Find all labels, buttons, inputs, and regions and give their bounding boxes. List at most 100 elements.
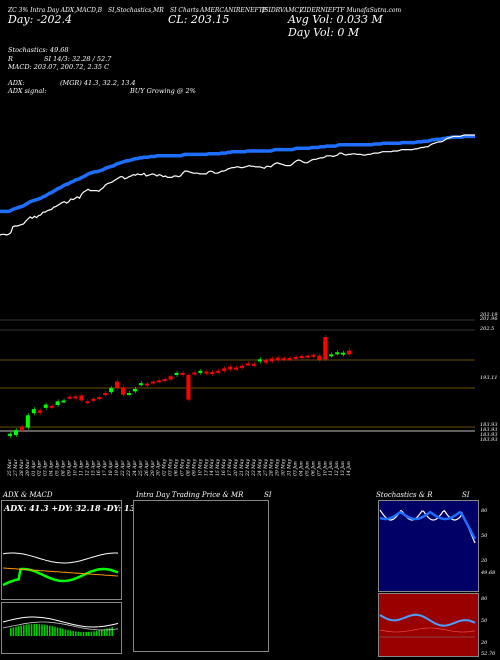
date-label: 28 Mar xyxy=(19,459,25,477)
macd-histogram-bar xyxy=(98,630,100,636)
date-label: 09 Apr xyxy=(67,460,73,476)
candle xyxy=(341,352,346,355)
candle xyxy=(162,379,167,382)
header-line1-left: ZC 3% Intra Day ADX,MACD,B xyxy=(8,7,103,14)
macd-histogram-bar xyxy=(41,624,43,636)
adx-panel: ADX: 41.3 +DY: 32.18 -DY: 13.37 xyxy=(1,500,149,600)
day-change: Day: -202.4 xyxy=(8,13,73,26)
macd-histogram-bar xyxy=(17,626,20,636)
macd-histogram-bar xyxy=(10,628,12,636)
date-label: 24 Apr xyxy=(132,460,138,477)
candle xyxy=(293,356,298,359)
adx-readout: ADX: 41.3 +DY: 32.18 -DY: 13.37 xyxy=(4,503,150,513)
macd-histogram-bar xyxy=(90,631,93,636)
candle xyxy=(91,398,96,401)
date-label: 25 Apr xyxy=(138,460,144,477)
candle xyxy=(186,374,191,400)
candle xyxy=(335,352,340,355)
price-axis-label: 202.19 xyxy=(479,312,498,318)
date-label: 03 Apr xyxy=(43,460,49,476)
adx-line xyxy=(2,567,119,587)
date-label: 30 May xyxy=(281,459,287,476)
date-label: 17 May xyxy=(227,459,233,476)
date-label: 03 May xyxy=(168,459,174,476)
candle xyxy=(156,380,161,383)
candle xyxy=(126,393,131,396)
intraday-title: Intra Day Trading Price & MR xyxy=(136,491,244,499)
date-label: 27 Mar xyxy=(13,459,19,477)
rsi-ref-line xyxy=(379,627,476,633)
date-label: 22 May xyxy=(245,459,251,477)
date-label: 28 May xyxy=(269,459,275,477)
macd-histogram-bar xyxy=(67,630,69,636)
candle xyxy=(79,395,84,401)
date-label: 12 Jun xyxy=(334,461,340,476)
candle xyxy=(49,405,54,408)
date-label: 16 May xyxy=(221,459,227,476)
intraday-panel xyxy=(133,500,269,652)
date-label: 25 Mar xyxy=(7,459,13,477)
day-volume: Day Vol: 0 M xyxy=(288,26,360,39)
candle xyxy=(25,415,30,428)
candle xyxy=(323,337,328,360)
candle xyxy=(115,381,120,389)
date-label: 22 Apr xyxy=(120,460,126,477)
date-label: 04 Jun xyxy=(299,461,305,476)
rsi-tick-label: 20 xyxy=(480,640,488,646)
stoch-tick-label: 80 xyxy=(481,508,488,514)
candle xyxy=(180,372,185,375)
date-label: 21 May xyxy=(239,459,245,477)
date-label: 01 Apr xyxy=(31,460,37,476)
rsi-tick-label: 50 xyxy=(481,618,488,624)
candle xyxy=(97,397,102,400)
date-label: 04 Apr xyxy=(49,460,55,476)
stoch-k-line xyxy=(379,509,476,544)
price-axis-label: 183.93 xyxy=(480,437,498,443)
candle xyxy=(239,365,244,368)
ema-line xyxy=(0,134,475,214)
date-label: 16 Apr xyxy=(96,460,102,476)
candle xyxy=(257,359,262,362)
price-axis-label: 183.93 xyxy=(480,427,498,433)
macd-histogram-bar xyxy=(38,624,41,636)
stochastics-readout: Stochastics: 49.68 xyxy=(8,46,69,54)
date-label: 10 May xyxy=(197,459,203,476)
candle xyxy=(228,366,233,370)
macd-readout: MACD: 203.07, 200.72, 2.35 C xyxy=(8,63,110,71)
candle xyxy=(269,358,274,362)
date-label: 17 Apr xyxy=(102,460,108,476)
rsi-tick-label: 52.70 xyxy=(481,651,496,657)
candle xyxy=(138,383,143,386)
candle xyxy=(299,356,304,358)
date-label: 15 May xyxy=(215,459,221,476)
candle xyxy=(67,396,72,399)
date-label: 11 Apr xyxy=(78,460,84,476)
price-line xyxy=(0,134,475,236)
candle xyxy=(61,400,66,403)
candle xyxy=(43,404,48,408)
adx-values: (MGR) 41.3, 32.2, 13.4 xyxy=(60,79,136,87)
si-prefix: R xyxy=(8,55,13,63)
date-label: 18 Apr xyxy=(108,460,114,476)
stoch-tick-label: 20 xyxy=(480,558,488,564)
candle xyxy=(287,358,292,361)
date-label: 23 Apr xyxy=(126,460,132,477)
candle xyxy=(168,376,173,380)
macd-histogram-bar xyxy=(80,631,82,636)
stoch-d-line xyxy=(379,510,477,540)
date-label: 20 May xyxy=(233,459,239,477)
candle xyxy=(13,430,18,436)
rsi-tick-label: 80 xyxy=(481,596,488,602)
date-label: 07 May xyxy=(180,459,186,476)
adx-signal-label: ADX signal: xyxy=(8,87,47,95)
candle xyxy=(19,427,24,430)
candle xyxy=(210,372,215,375)
candle xyxy=(8,433,12,436)
si-readout: SI 14/3: 32.28 / 52.7 xyxy=(44,55,112,63)
date-label: 29 Mar xyxy=(25,459,31,477)
date-label: 05 Apr xyxy=(55,460,61,476)
rsi-line xyxy=(379,613,476,627)
candle xyxy=(192,372,197,375)
macd-histogram-bar xyxy=(54,626,56,636)
macd-histogram-bar xyxy=(106,628,108,636)
